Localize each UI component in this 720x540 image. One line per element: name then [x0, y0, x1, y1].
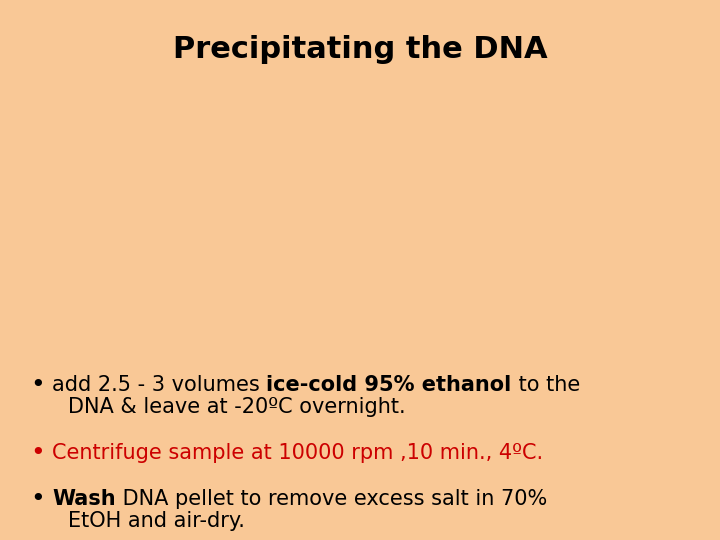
- Text: to the: to the: [512, 375, 580, 395]
- Text: •: •: [31, 441, 45, 465]
- Text: ice-cold 95% ethanol: ice-cold 95% ethanol: [266, 375, 512, 395]
- Text: DNA & leave at -20ºC overnight.: DNA & leave at -20ºC overnight.: [68, 397, 405, 417]
- Text: •: •: [31, 373, 45, 397]
- Text: DNA pellet to remove excess salt in 70%: DNA pellet to remove excess salt in 70%: [116, 489, 547, 509]
- Text: Centrifuge sample at 10000 rpm ,10 min., 4ºC.: Centrifuge sample at 10000 rpm ,10 min.,…: [52, 443, 543, 463]
- Text: •: •: [31, 487, 45, 511]
- Text: Precipitating the DNA: Precipitating the DNA: [173, 36, 547, 64]
- Text: EtOH and air-dry.: EtOH and air-dry.: [68, 511, 245, 531]
- Text: Wash: Wash: [52, 489, 116, 509]
- Text: add 2.5 - 3 volumes: add 2.5 - 3 volumes: [52, 375, 266, 395]
